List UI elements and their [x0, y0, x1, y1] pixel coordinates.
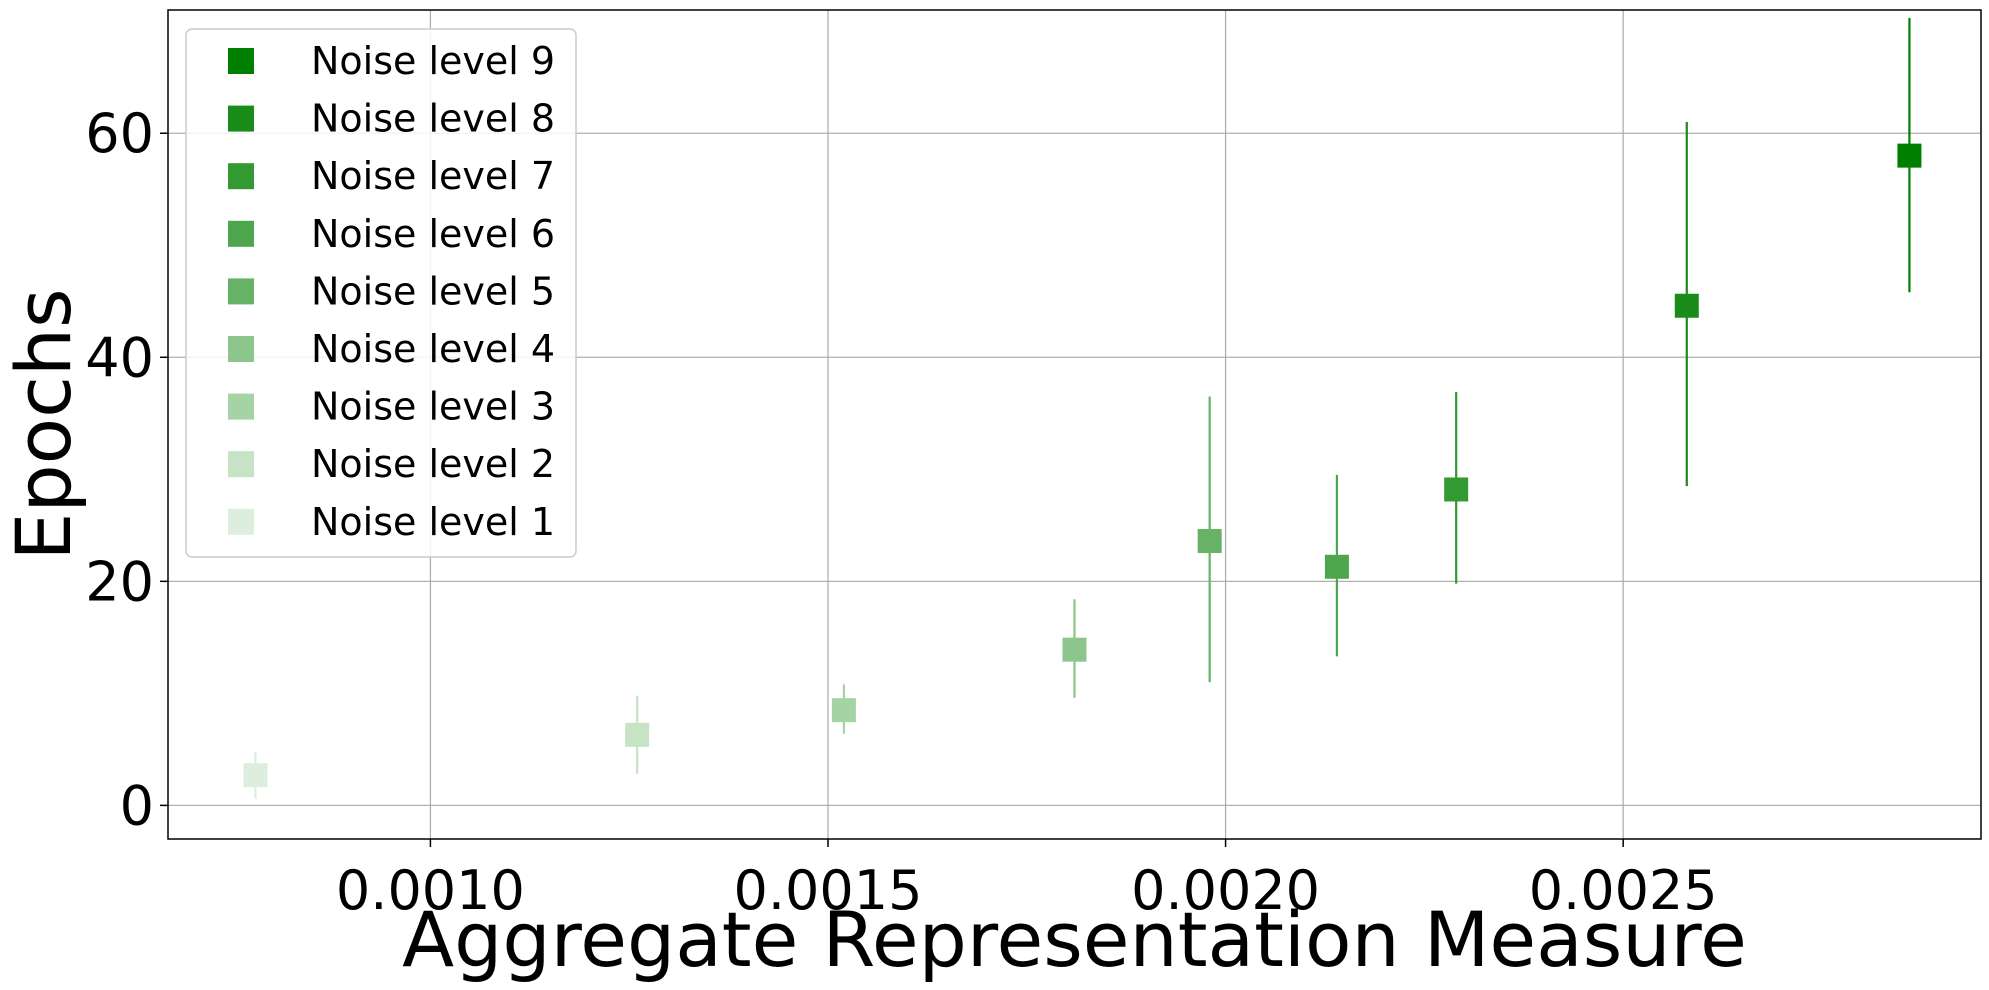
- data-point: [1897, 143, 1922, 168]
- data-point: [831, 698, 856, 723]
- plot-frame: [167, 9, 1982, 840]
- legend-marker: [228, 278, 254, 305]
- legend-frame: [185, 28, 577, 558]
- legend-marker: [228, 393, 254, 420]
- legend-marker: [228, 451, 254, 478]
- data-points: [243, 17, 1922, 799]
- legend-label: Noise level 6: [311, 212, 555, 256]
- legend-marker: [228, 48, 254, 74]
- legend-label: Noise level 2: [311, 442, 555, 486]
- legend-marker: [228, 508, 254, 535]
- data-point: [1062, 637, 1087, 662]
- x-tick-label: 0.0025: [1529, 859, 1718, 922]
- legend-label: Noise level 8: [311, 97, 555, 141]
- y-tick-label: 0: [120, 774, 154, 837]
- legend-label: Noise level 7: [311, 154, 555, 198]
- legend-label: Noise level 9: [311, 39, 555, 83]
- legend: Noise level 9 Noise level 8 Noise level 7 N…: [185, 28, 577, 558]
- x-tick-label: 0.0020: [1131, 859, 1320, 922]
- data-point: [1444, 477, 1469, 502]
- y-axis-title: Epochs: [0, 288, 88, 560]
- legend-marker: [228, 163, 254, 190]
- legend-label: Noise level 1: [311, 500, 555, 544]
- data-point: [1197, 529, 1222, 554]
- x-tick-label: 0.0010: [336, 859, 525, 922]
- y-tick-label: 20: [85, 550, 154, 613]
- axis-ticks: 0.0010 0.0015 0.0020 0.0025 0 20 40 60: [85, 102, 1717, 922]
- legend-marker: [228, 220, 254, 247]
- legend-marker: [228, 336, 254, 362]
- x-tick-label: 0.0015: [734, 859, 923, 922]
- x-axis-title: Aggregate Representation Measure: [402, 895, 1747, 984]
- y-tick-label: 40: [85, 326, 154, 389]
- data-point: [625, 722, 650, 747]
- data-point: [1674, 293, 1699, 318]
- legend-label: Noise level 4: [311, 327, 555, 371]
- y-tick-label: 60: [85, 102, 154, 165]
- data-point: [1324, 554, 1349, 579]
- legend-marker: [228, 105, 254, 132]
- legend-label: Noise level 5: [311, 269, 555, 313]
- legend-label: Noise level 3: [311, 385, 555, 429]
- data-point: [243, 763, 268, 788]
